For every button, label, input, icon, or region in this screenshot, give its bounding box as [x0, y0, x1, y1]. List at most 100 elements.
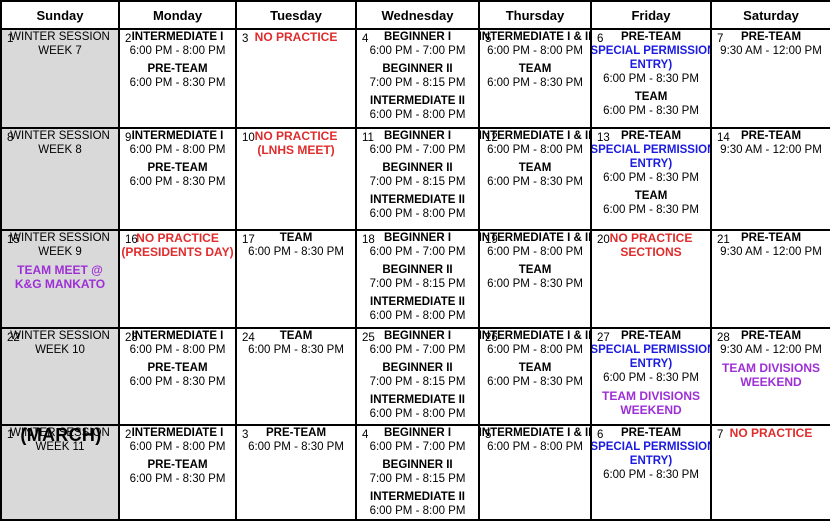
- week-row: 8 WINTER SESSION WEEK 8 9 INTERMEDIATE I 6:00…: [0, 127, 830, 231]
- day-content: PRE-TEAM (SPECIAL PERMISSION ENTRY) 6:00 PM…: [592, 426, 710, 482]
- special-permission-label: (SPECIAL PERMISSION: [592, 344, 710, 356]
- event-name: INTERMEDIATE I: [131, 31, 224, 43]
- day-content: NO PRACTICE (LNHS MEET): [237, 129, 355, 157]
- event-name: TEAM: [518, 362, 552, 374]
- day-number-text: 21: [717, 234, 730, 246]
- day-number-text: 3: [242, 33, 249, 45]
- day-content: INTERMEDIATE I & II 6:00 PM - 8:00 PM TEAM…: [480, 30, 590, 90]
- event-time: 6:00 PM - 8:00 PM: [129, 45, 226, 57]
- event-time: 6:00 PM - 8:00 PM: [369, 408, 466, 420]
- session-label: WINTER SESSION: [10, 427, 110, 439]
- day-cell: 10 NO PRACTICE (LNHS MEET): [235, 127, 357, 231]
- day-number-text: 25: [362, 332, 375, 344]
- event-time: 6:00 PM - 8:00 PM: [369, 109, 466, 121]
- event-time: 6:00 PM - 8:00 PM: [487, 344, 583, 356]
- day-number: 6: [597, 33, 603, 46]
- day-number-text: 28: [717, 332, 730, 344]
- day-content: BEGINNER I 6:00 PM - 7:00 PM BEGINNER II 7:…: [357, 329, 478, 421]
- day-cell: 3 PRE-TEAM 6:00 PM - 8:30 PM: [235, 424, 357, 521]
- day-cell: 18 BEGINNER I 6:00 PM - 7:00 PM BEGINNER II…: [355, 229, 480, 329]
- weekday-header-thursday: Thursday: [478, 0, 592, 30]
- no-practice-label: NO PRACTICE: [136, 231, 219, 245]
- no-practice-label: NO PRACTICE: [254, 129, 338, 143]
- day-cell: 2 INTERMEDIATE I 6:00 PM - 8:00 PM PRE-TEAM…: [118, 424, 237, 521]
- event-name: PRE-TEAM: [265, 427, 327, 439]
- event-time: 6:00 PM - 7:00 PM: [369, 45, 466, 57]
- event-name: BEGINNER II: [382, 63, 453, 75]
- day-number-text: 4: [362, 429, 369, 441]
- event-time: 6:00 PM - 8:00 PM: [487, 441, 583, 453]
- day-number: 26: [485, 332, 498, 345]
- day-cell: 17 TEAM 6:00 PM - 8:30 PM: [235, 229, 357, 329]
- event-time: 6:00 PM - 8:00 PM: [129, 144, 226, 156]
- event-name: INTERMEDIATE I & II: [480, 130, 590, 142]
- day-content: TEAM 6:00 PM - 8:30 PM: [237, 329, 355, 357]
- event-time: 6:00 PM - 8:30 PM: [603, 204, 699, 216]
- special-permission-label: ENTRY): [629, 59, 673, 71]
- event-time: 7:00 PM - 8:15 PM: [369, 473, 466, 485]
- day-number: 27: [597, 332, 610, 345]
- day-number-text: 15: [7, 234, 20, 246]
- event-name: INTERMEDIATE I & II: [480, 427, 590, 439]
- day-content: WINTER SESSION WEEK 7: [2, 30, 118, 58]
- event-time: 6:00 PM - 8:30 PM: [603, 73, 699, 85]
- session-label: WEEK 7: [38, 45, 82, 57]
- day-cell: 6 PRE-TEAM (SPECIAL PERMISSION ENTRY) 6:00 P…: [590, 424, 712, 521]
- day-cell: 5 INTERMEDIATE I & II 6:00 PM - 8:00 PM: [478, 424, 592, 521]
- day-cell: 22 WINTER SESSION WEEK 10: [0, 327, 120, 426]
- event-time: 9:30 AM - 12:00 PM: [720, 45, 822, 57]
- week-row: 1 (MARCH) WINTER SESSION WEEK 11 2 INTERMEDIA…: [0, 424, 830, 521]
- day-content: BEGINNER I 6:00 PM - 7:00 PM BEGINNER II 7:…: [357, 129, 478, 221]
- day-number-text: 1: [7, 429, 14, 441]
- day-content: BEGINNER I 6:00 PM - 7:00 PM BEGINNER II 7:…: [357, 231, 478, 323]
- session-label: WEEK 10: [35, 344, 85, 356]
- event-time: 6:00 PM - 8:00 PM: [369, 208, 466, 220]
- event-name: TEAM: [634, 190, 668, 202]
- day-content: INTERMEDIATE I & II 6:00 PM - 8:00 PM: [480, 426, 590, 454]
- day-cell: 4 BEGINNER I 6:00 PM - 7:00 PM BEGINNER II 7…: [355, 424, 480, 521]
- day-cell: 3 NO PRACTICE: [235, 28, 357, 129]
- event-time: 6:00 PM - 8:30 PM: [129, 176, 226, 188]
- event-time: 6:00 PM - 8:00 PM: [129, 441, 226, 453]
- day-cell: 2 INTERMEDIATE I 6:00 PM - 8:00 PM PRE-TEAM…: [118, 28, 237, 129]
- day-content: PRE-TEAM (SPECIAL PERMISSION ENTRY) 6:00 PM…: [592, 30, 710, 118]
- day-number: 1: [7, 33, 13, 46]
- day-number-text: 18: [362, 234, 375, 246]
- event-time: 6:00 PM - 8:30 PM: [248, 441, 344, 453]
- special-event-label: K&G MANKATO: [14, 277, 106, 291]
- event-name: BEGINNER I: [383, 232, 452, 244]
- event-name: INTERMEDIATE II: [370, 95, 465, 107]
- day-content: NO PRACTICE (PRESIDENTS DAY): [120, 231, 235, 259]
- day-cell: 21 PRE-TEAM 9:30 AM - 12:00 PM: [710, 229, 830, 329]
- day-content: INTERMEDIATE I 6:00 PM - 8:00 PM PRE-TEAM 6…: [120, 129, 235, 189]
- day-number: 20: [597, 234, 610, 247]
- event-name: PRE-TEAM: [740, 31, 802, 43]
- event-name: PRE-TEAM: [620, 427, 682, 439]
- day-number-text: 9: [125, 132, 132, 144]
- day-number-text: 16: [125, 234, 138, 246]
- day-number: 15: [7, 234, 20, 247]
- session-label: WINTER SESSION: [10, 31, 110, 43]
- event-name: INTERMEDIATE I & II: [480, 232, 590, 244]
- day-number: 8: [7, 132, 13, 145]
- day-cell: 15 WINTER SESSION WEEK 9 TEAM MEET @ K&G MAN…: [0, 229, 120, 329]
- event-time: 6:00 PM - 8:00 PM: [487, 45, 583, 57]
- day-number-text: 24: [242, 332, 255, 344]
- no-practice-label: (LNHS MEET): [257, 143, 335, 157]
- day-cell: 26 INTERMEDIATE I & II 6:00 PM - 8:00 PM TE…: [478, 327, 592, 426]
- special-event-label: TEAM DIVISIONS: [601, 389, 700, 403]
- day-number: 11: [362, 132, 374, 145]
- session-label: WINTER SESSION: [10, 330, 110, 342]
- month-label: (MARCH): [20, 425, 102, 445]
- day-number: 2: [125, 33, 131, 46]
- event-name: PRE-TEAM: [740, 330, 802, 342]
- special-event-label: TEAM DIVISIONS: [721, 361, 820, 375]
- event-name: INTERMEDIATE I & II: [480, 31, 590, 43]
- day-cell: 25 BEGINNER I 6:00 PM - 7:00 PM BEGINNER II…: [355, 327, 480, 426]
- no-practice-label: NO PRACTICE: [609, 231, 693, 245]
- event-time: 6:00 PM - 8:30 PM: [603, 469, 699, 481]
- day-cell: 1 (MARCH) WINTER SESSION WEEK 11: [0, 424, 120, 521]
- event-name: TEAM: [518, 162, 552, 174]
- day-number-text: 3: [242, 429, 249, 441]
